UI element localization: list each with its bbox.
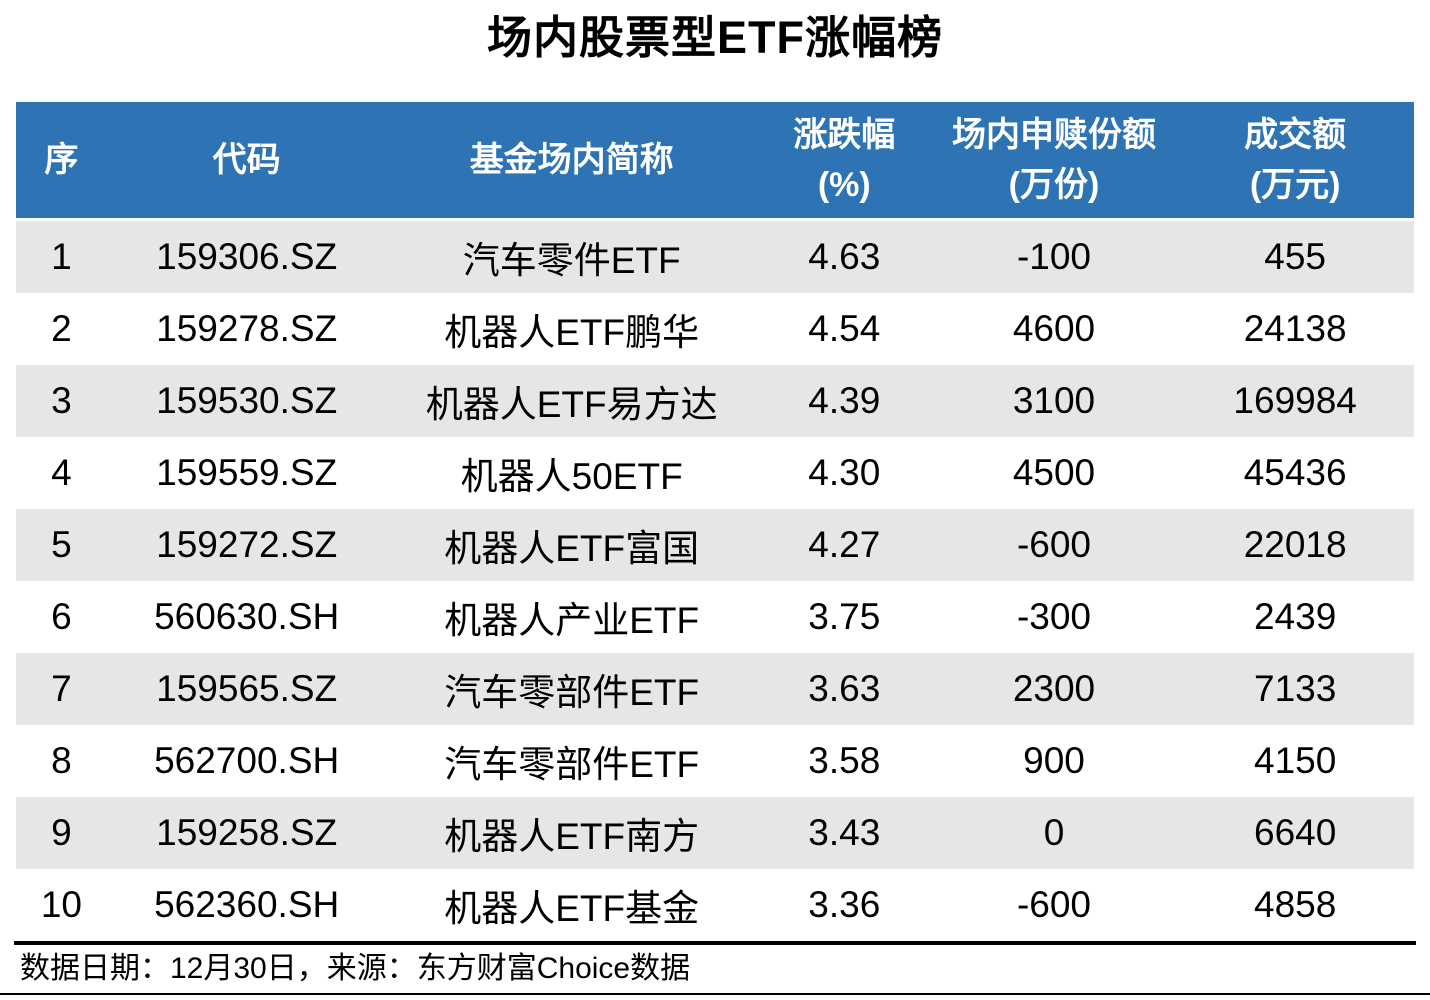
- table-row: 4 159559.SZ 机器人50ETF 4.30 4500 45436: [16, 437, 1414, 509]
- cell-shares: -300: [931, 581, 1177, 653]
- footer: 数据日期：12月30日，来源：东方财富Choice数据: [14, 941, 1416, 992]
- cell-code: 159559.SZ: [106, 437, 387, 509]
- cell-name: 机器人ETF易方达: [386, 365, 757, 437]
- cell-turnover: 7133: [1176, 653, 1414, 725]
- cell-code: 159258.SZ: [106, 797, 387, 869]
- cell-change: 4.30: [756, 437, 932, 509]
- col-header-shares-unit: (万份): [1008, 166, 1100, 204]
- col-header-name-label: 基金场内简称: [469, 141, 674, 179]
- cell-change: 3.36: [756, 869, 932, 941]
- cell-shares: 4500: [931, 437, 1177, 509]
- page-title: 场内股票型ETF涨幅榜: [487, 12, 943, 63]
- cell-rank: 7: [16, 653, 107, 725]
- cell-name: 汽车零部件ETF: [386, 725, 757, 797]
- cell-code: 159306.SZ: [106, 221, 387, 293]
- col-header-name: 基金场内简称: [386, 102, 757, 221]
- cell-code: 562700.SH: [106, 725, 387, 797]
- cell-turnover: 169984: [1176, 365, 1414, 437]
- col-header-change-unit: (%): [817, 166, 871, 204]
- col-header-code: 代码: [106, 102, 387, 221]
- etf-table: 序 代码 基金场内简称 涨跌幅 (%) 场内申赎份额 (万份) 成交额: [16, 102, 1414, 941]
- table-row: 5 159272.SZ 机器人ETF富国 4.27 -600 22018: [16, 509, 1414, 581]
- cell-name: 机器人产业ETF: [386, 581, 757, 653]
- col-header-change: 涨跌幅 (%): [756, 102, 932, 221]
- cell-name: 机器人ETF南方: [386, 797, 757, 869]
- cell-rank: 4: [16, 437, 107, 509]
- cell-change: 4.39: [756, 365, 932, 437]
- cell-name: 汽车零部件ETF: [386, 653, 757, 725]
- cell-code: 159530.SZ: [106, 365, 387, 437]
- table-row: 10 562360.SH 机器人ETF基金 3.36 -600 4858: [16, 869, 1414, 941]
- cell-rank: 6: [16, 581, 107, 653]
- cell-name: 汽车零件ETF: [386, 221, 757, 293]
- cell-name: 机器人ETF基金: [386, 869, 757, 941]
- table-header-row: 序 代码 基金场内简称 涨跌幅 (%) 场内申赎份额 (万份) 成交额: [16, 102, 1414, 221]
- cell-name: 机器人ETF鹏华: [386, 293, 757, 365]
- cell-shares: 3100: [931, 365, 1177, 437]
- cell-rank: 10: [16, 869, 107, 941]
- cell-code: 560630.SH: [106, 581, 387, 653]
- cell-code: 562360.SH: [106, 869, 387, 941]
- cell-change: 3.58: [756, 725, 932, 797]
- cell-change: 4.63: [756, 221, 932, 293]
- table-row: 9 159258.SZ 机器人ETF南方 3.43 0 6640: [16, 797, 1414, 869]
- col-header-code-label: 代码: [212, 141, 281, 179]
- cell-turnover: 2439: [1176, 581, 1414, 653]
- col-header-shares: 场内申赎份额 (万份): [931, 102, 1177, 221]
- cell-rank: 1: [16, 221, 107, 293]
- table-row: 3 159530.SZ 机器人ETF易方达 4.39 3100 169984: [16, 365, 1414, 437]
- table-row: 2 159278.SZ 机器人ETF鹏华 4.54 4600 24138: [16, 293, 1414, 365]
- table-row: 6 560630.SH 机器人产业ETF 3.75 -300 2439: [16, 581, 1414, 653]
- cell-rank: 2: [16, 293, 107, 365]
- col-header-turnover: 成交额 (万元): [1176, 102, 1414, 221]
- table-header: 序 代码 基金场内简称 涨跌幅 (%) 场内申赎份额 (万份) 成交额: [16, 102, 1414, 221]
- cell-shares: 2300: [931, 653, 1177, 725]
- cell-name: 机器人ETF富国: [386, 509, 757, 581]
- table-row: 8 562700.SH 汽车零部件ETF 3.58 900 4150: [16, 725, 1414, 797]
- table-row: 7 159565.SZ 汽车零部件ETF 3.63 2300 7133: [16, 653, 1414, 725]
- cell-rank: 8: [16, 725, 107, 797]
- cell-name: 机器人50ETF: [386, 437, 757, 509]
- col-header-shares-label: 场内申赎份额: [951, 116, 1156, 154]
- cell-shares: -600: [931, 509, 1177, 581]
- col-header-turnover-label: 成交额: [1244, 116, 1347, 154]
- cell-shares: 0: [931, 797, 1177, 869]
- col-header-turnover-unit: (万元): [1249, 166, 1341, 204]
- cell-turnover: 24138: [1176, 293, 1414, 365]
- cell-change: 4.27: [756, 509, 932, 581]
- cell-turnover: 4858: [1176, 869, 1414, 941]
- cell-change: 4.54: [756, 293, 932, 365]
- bottom-rule: [0, 993, 1430, 995]
- table-row: 1 159306.SZ 汽车零件ETF 4.63 -100 455: [16, 221, 1414, 293]
- cell-shares: -100: [931, 221, 1177, 293]
- cell-rank: 5: [16, 509, 107, 581]
- cell-turnover: 455: [1176, 221, 1414, 293]
- cell-shares: -600: [931, 869, 1177, 941]
- cell-rank: 3: [16, 365, 107, 437]
- cell-code: 159278.SZ: [106, 293, 387, 365]
- etf-ranking-figure: 场内股票型ETF涨幅榜 序 代码 基金场内简称 涨跌幅 (%): [0, 12, 1430, 1000]
- cell-turnover: 4150: [1176, 725, 1414, 797]
- cell-rank: 9: [16, 797, 107, 869]
- cell-change: 3.75: [756, 581, 932, 653]
- data-source-note: 数据日期：12月30日，来源：东方财富Choice数据: [20, 952, 691, 985]
- table-body: 1 159306.SZ 汽车零件ETF 4.63 -100 455 2 1592…: [16, 221, 1414, 941]
- cell-change: 3.63: [756, 653, 932, 725]
- col-header-rank: 序: [16, 102, 107, 221]
- col-header-change-label: 涨跌幅: [793, 116, 896, 154]
- cell-turnover: 6640: [1176, 797, 1414, 869]
- cell-turnover: 22018: [1176, 509, 1414, 581]
- cell-code: 159565.SZ: [106, 653, 387, 725]
- cell-change: 3.43: [756, 797, 932, 869]
- cell-code: 159272.SZ: [106, 509, 387, 581]
- col-header-rank-label: 序: [44, 141, 79, 179]
- cell-shares: 900: [931, 725, 1177, 797]
- cell-turnover: 45436: [1176, 437, 1414, 509]
- cell-shares: 4600: [931, 293, 1177, 365]
